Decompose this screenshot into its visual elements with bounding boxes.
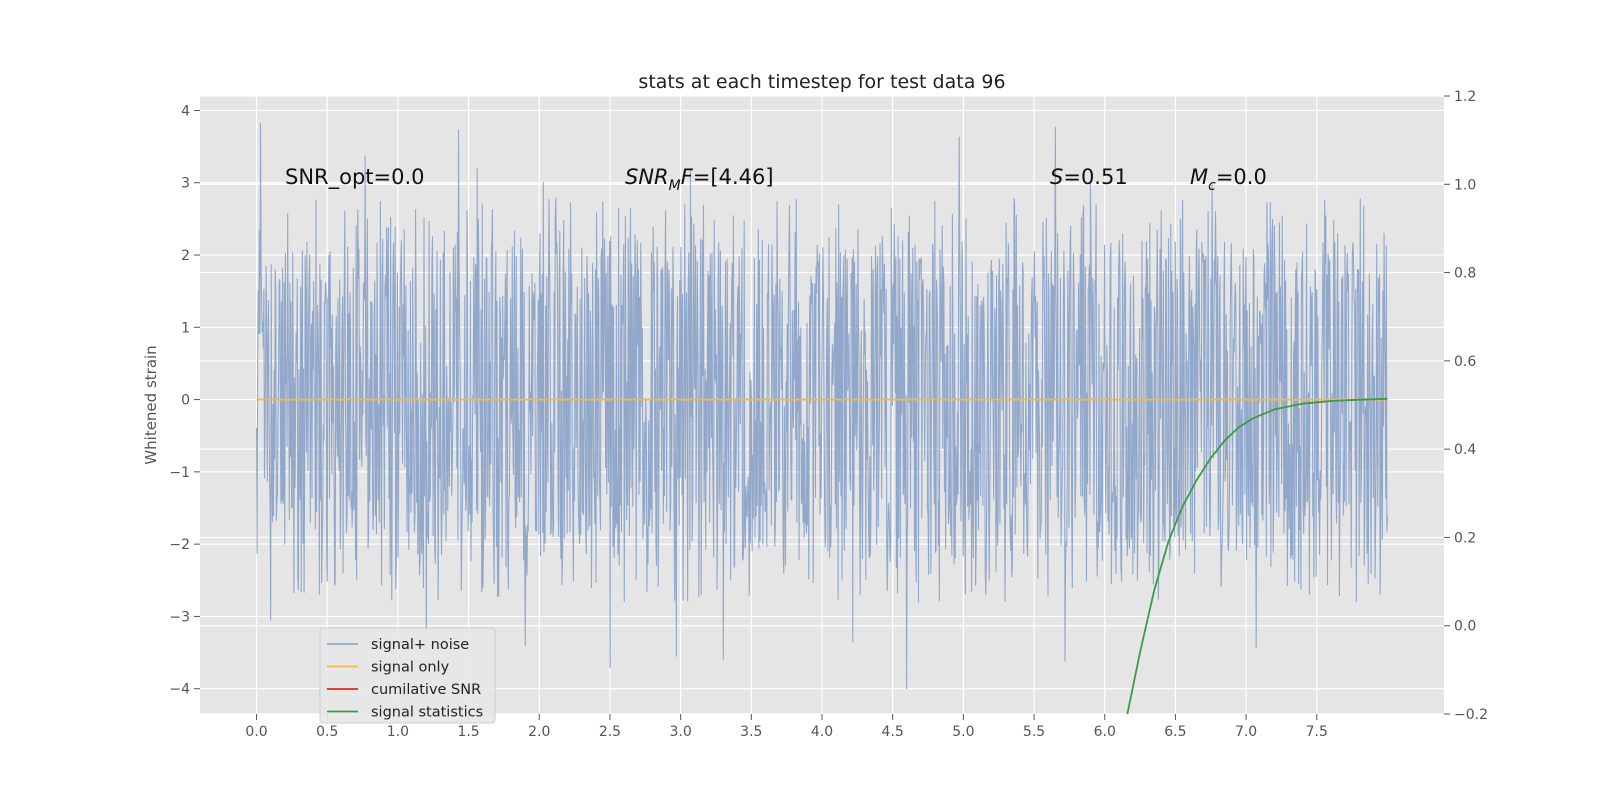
x-tick-label: 1.5 bbox=[457, 724, 479, 740]
y-tick-label: 0 bbox=[181, 393, 190, 409]
y-tick-label: 3 bbox=[181, 176, 190, 192]
y2-tick-label: 0.8 bbox=[1454, 266, 1476, 282]
y-axis-label: Whitened strain bbox=[142, 345, 160, 464]
annotation-mc: Mc=0.0 bbox=[1190, 165, 1267, 194]
x-tick-label: 3.0 bbox=[670, 724, 692, 740]
legend-label-signal-statistics: signal statistics bbox=[371, 705, 483, 721]
x-tick-label: 5.0 bbox=[952, 724, 974, 740]
annotation-s: S=0.51 bbox=[1050, 165, 1128, 189]
y2-tick-label: 0.2 bbox=[1454, 530, 1476, 546]
y2-tick-label: 0.0 bbox=[1454, 619, 1476, 635]
y2-tick-label: 1.2 bbox=[1454, 89, 1476, 105]
x-tick-label: 6.5 bbox=[1164, 724, 1186, 740]
y2-tick-label: 1.0 bbox=[1454, 177, 1476, 193]
y-tick-label: 2 bbox=[181, 248, 190, 264]
y2-tick-label: −0.2 bbox=[1454, 707, 1488, 723]
legend-box bbox=[319, 627, 496, 724]
overlay-series bbox=[256, 397, 1388, 715]
x-tick-label: 4.0 bbox=[811, 724, 833, 740]
legend-label-cumilative-snr: cumilative SNR bbox=[371, 682, 481, 698]
x-tick-label: 0.5 bbox=[316, 724, 338, 740]
x-axis: 0.0 0.5 1.0 1.5 2.0 2.5 3.0 3.5 4.0 4.5 5.0 5.5 6.0 6… bbox=[245, 714, 1328, 740]
x-tick-label: 1.0 bbox=[387, 724, 409, 740]
x-tick-label: 6.0 bbox=[1094, 724, 1116, 740]
annotation-snr-mf: SNRMF=[4.46] bbox=[625, 165, 774, 194]
y-tick-label: 4 bbox=[181, 103, 190, 119]
legend: signal+ noise signal only cumilative SNR si… bbox=[319, 627, 496, 724]
legend-label-signal-only: signal only bbox=[371, 660, 450, 676]
signal-noise-series bbox=[256, 122, 1388, 690]
y-tick-label: −3 bbox=[169, 609, 190, 625]
x-tick-label: 4.5 bbox=[882, 724, 904, 740]
y-tick-label: −1 bbox=[169, 465, 190, 481]
legend-label-signal-noise: signal+ noise bbox=[371, 637, 469, 653]
x-tick-label: 5.5 bbox=[1023, 724, 1045, 740]
left-y-axis: 4 3 2 1 0 −1 −2 −3 −4 bbox=[169, 103, 200, 698]
y-tick-label: −4 bbox=[169, 682, 190, 698]
signal-noise-line bbox=[256, 122, 1388, 690]
right-y-axis: 1.2 1.0 0.8 0.6 0.4 0.2 0.0 −0.2 bbox=[1444, 89, 1488, 723]
chart-title: stats at each timestep for test data 96 bbox=[638, 71, 1005, 93]
annotation-snr-opt: SNR_opt=0.0 bbox=[285, 165, 425, 190]
y2-tick-label: 0.6 bbox=[1454, 354, 1476, 370]
x-tick-label: 7.0 bbox=[1235, 724, 1257, 740]
y-tick-label: −2 bbox=[169, 537, 190, 553]
y-tick-label: 1 bbox=[181, 320, 190, 336]
x-tick-label: 2.0 bbox=[528, 724, 550, 740]
signal-statistics-line bbox=[1126, 397, 1388, 715]
y2-tick-label: 0.4 bbox=[1454, 442, 1476, 458]
x-tick-label: 0.0 bbox=[245, 724, 267, 740]
x-tick-label: 7.5 bbox=[1306, 724, 1328, 740]
x-tick-label: 2.5 bbox=[599, 724, 621, 740]
x-tick-label: 3.5 bbox=[740, 724, 762, 740]
